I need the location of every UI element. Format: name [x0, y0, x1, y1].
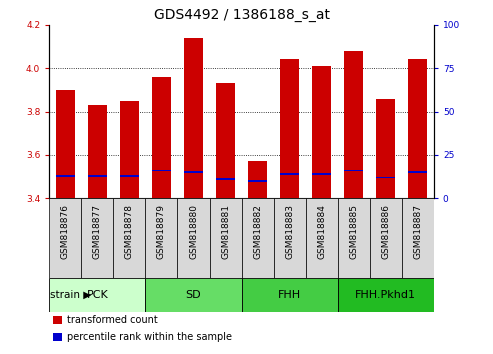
Bar: [376, 98, 395, 198]
Bar: [312, 173, 331, 175]
Text: strain ▶: strain ▶: [50, 290, 91, 300]
Bar: [280, 173, 299, 175]
Bar: [152, 170, 171, 171]
Text: GSM818887: GSM818887: [413, 204, 423, 259]
Text: GSM818886: GSM818886: [381, 204, 390, 259]
Bar: [210, 198, 242, 278]
Text: GSM818879: GSM818879: [157, 204, 166, 259]
Bar: [56, 175, 75, 177]
Bar: [408, 59, 427, 198]
Bar: [81, 198, 113, 278]
Bar: [49, 278, 145, 312]
Text: percentile rank within the sample: percentile rank within the sample: [67, 332, 232, 342]
Bar: [53, 316, 62, 324]
Bar: [306, 198, 338, 278]
Text: GSM818880: GSM818880: [189, 204, 198, 259]
Bar: [216, 83, 235, 198]
Bar: [49, 198, 81, 278]
Bar: [88, 105, 107, 198]
Bar: [242, 198, 274, 278]
Bar: [56, 90, 75, 198]
Text: GSM818884: GSM818884: [317, 204, 326, 259]
Title: GDS4492 / 1386188_s_at: GDS4492 / 1386188_s_at: [154, 8, 329, 22]
Bar: [274, 198, 306, 278]
Bar: [216, 178, 235, 180]
Bar: [376, 177, 395, 178]
Bar: [145, 278, 242, 312]
Bar: [248, 180, 267, 182]
Bar: [120, 101, 139, 198]
Bar: [338, 198, 370, 278]
Text: GSM818881: GSM818881: [221, 204, 230, 259]
Bar: [338, 278, 434, 312]
Text: GSM818876: GSM818876: [61, 204, 70, 259]
Text: FHH.Pkhd1: FHH.Pkhd1: [355, 290, 416, 300]
Text: GSM818882: GSM818882: [253, 204, 262, 259]
Bar: [242, 278, 338, 312]
Bar: [184, 38, 203, 198]
Bar: [145, 198, 177, 278]
Bar: [344, 51, 363, 198]
Text: FHH: FHH: [278, 290, 301, 300]
Bar: [370, 198, 402, 278]
Bar: [402, 198, 434, 278]
Bar: [120, 175, 139, 177]
Text: PCK: PCK: [86, 290, 108, 300]
Bar: [408, 171, 427, 173]
Bar: [344, 170, 363, 171]
Text: SD: SD: [186, 290, 201, 300]
Bar: [280, 59, 299, 198]
Text: GSM818878: GSM818878: [125, 204, 134, 259]
Text: GSM818877: GSM818877: [93, 204, 102, 259]
Bar: [184, 171, 203, 173]
Bar: [152, 77, 171, 198]
Bar: [312, 66, 331, 198]
Bar: [248, 161, 267, 198]
Text: transformed count: transformed count: [67, 315, 157, 325]
Bar: [88, 175, 107, 177]
Text: GSM818885: GSM818885: [349, 204, 358, 259]
Bar: [113, 198, 145, 278]
Text: GSM818883: GSM818883: [285, 204, 294, 259]
Bar: [53, 333, 62, 341]
Bar: [177, 198, 210, 278]
